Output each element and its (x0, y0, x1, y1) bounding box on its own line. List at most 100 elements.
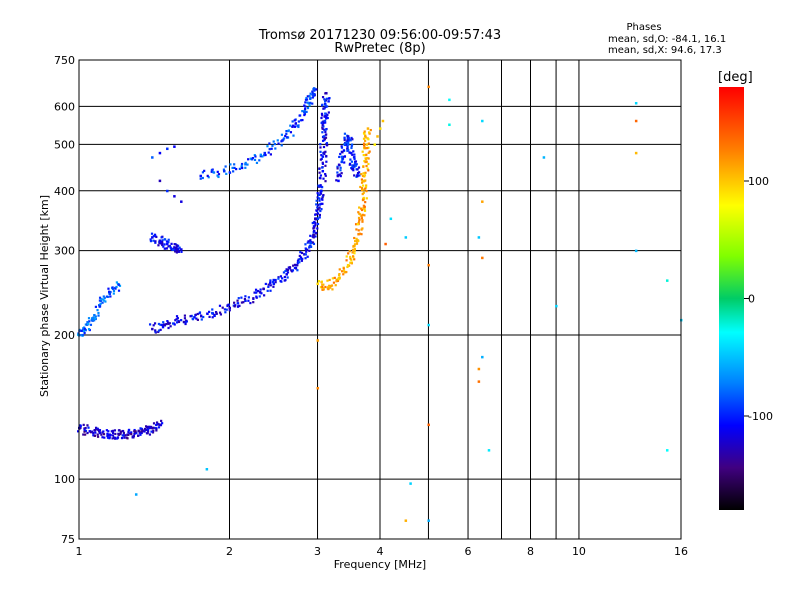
data-point (287, 266, 290, 269)
data-point (339, 169, 342, 172)
data-series (148, 91, 331, 334)
data-point (363, 208, 366, 211)
data-point (363, 145, 366, 148)
data-point (244, 161, 247, 165)
data-point (177, 249, 180, 252)
data-point (353, 258, 356, 261)
data-point (324, 130, 327, 134)
data-point (367, 157, 370, 160)
data-point (225, 172, 228, 175)
data-point (342, 267, 345, 270)
data-point (200, 318, 203, 321)
data-point (358, 212, 361, 215)
data-point (321, 131, 324, 134)
data-point (324, 121, 327, 124)
data-point (318, 167, 321, 170)
data-point (112, 292, 115, 295)
chart-title: Tromsø 20171230 09:56:00-09:57:43 (258, 28, 502, 43)
data-point (338, 155, 341, 159)
data-point (93, 314, 96, 317)
data-point (448, 98, 451, 102)
data-point (238, 167, 241, 170)
data-point (329, 286, 332, 289)
data-point (364, 179, 367, 182)
data-point (353, 252, 356, 255)
data-point (82, 423, 85, 426)
data-series (151, 145, 176, 159)
data-point (161, 422, 164, 425)
data-point (169, 325, 172, 328)
data-point (166, 242, 169, 246)
data-point (107, 287, 110, 290)
data-point (244, 162, 247, 166)
data-point (306, 255, 309, 258)
data-point (254, 155, 257, 158)
data-point (109, 290, 112, 294)
data-point (339, 175, 342, 178)
data-point (319, 150, 322, 153)
data-point (98, 305, 101, 308)
data-point (285, 273, 288, 276)
data-point (174, 319, 177, 322)
data-point (316, 386, 320, 390)
data-point (166, 321, 170, 324)
data-point (260, 292, 263, 295)
data-point (361, 192, 364, 196)
data-point (340, 270, 344, 273)
data-point (360, 173, 363, 176)
data-point (315, 209, 318, 212)
x-tick-label: 16 (674, 545, 688, 558)
data-point (262, 154, 266, 157)
data-point (316, 206, 319, 209)
data-point (91, 319, 94, 322)
data-point (157, 423, 160, 426)
data-point (357, 216, 361, 220)
data-point (108, 290, 111, 293)
data-point (360, 233, 363, 236)
data-point (350, 258, 353, 262)
data-point (103, 299, 106, 302)
data-point (158, 179, 162, 183)
data-point (166, 147, 169, 151)
data-point (339, 166, 342, 169)
data-point (345, 255, 348, 258)
data-point (293, 125, 297, 128)
data-point (304, 247, 307, 250)
data-point (303, 112, 307, 115)
data-point (404, 519, 408, 522)
data-point (253, 158, 257, 161)
data-point (364, 187, 367, 190)
data-point (119, 430, 123, 433)
data-point (83, 327, 86, 330)
data-point (82, 433, 85, 436)
data-point (311, 102, 314, 105)
data-point (111, 437, 114, 440)
data-point (303, 109, 306, 112)
data-point (323, 152, 326, 156)
data-point (355, 163, 358, 166)
data-point (343, 138, 346, 142)
data-point (357, 229, 360, 232)
data-point (84, 426, 87, 430)
data-point (96, 435, 100, 438)
data-point (168, 322, 171, 325)
data-point (321, 161, 324, 164)
data-point (306, 95, 309, 98)
data-series (158, 179, 183, 203)
data-point (360, 178, 364, 181)
data-point (361, 198, 365, 202)
data-point (286, 276, 289, 279)
data-point (242, 301, 245, 304)
data-point (201, 176, 204, 180)
data-point (363, 159, 366, 163)
data-point (111, 287, 115, 291)
data-point (367, 138, 370, 141)
data-point (296, 261, 299, 265)
data-point (315, 203, 318, 206)
data-point (173, 145, 176, 148)
data-point (320, 112, 324, 115)
data-point (253, 291, 256, 294)
data-point (175, 251, 178, 254)
data-point (303, 111, 306, 114)
data-point (157, 322, 161, 326)
